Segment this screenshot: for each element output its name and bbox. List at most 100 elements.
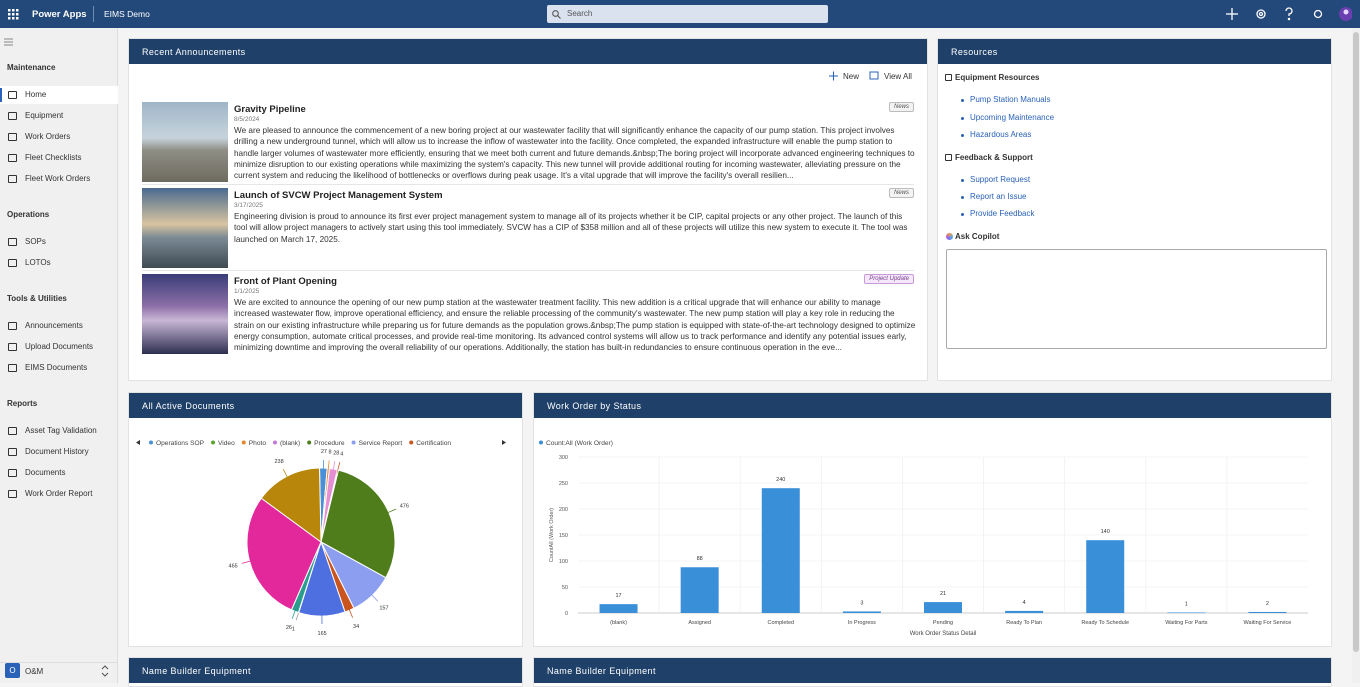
- nav-section-title: Operations: [7, 210, 49, 219]
- env-badge[interactable]: O: [5, 663, 20, 678]
- nav-selected: [0, 86, 118, 104]
- nav-icon: [8, 364, 17, 372]
- nav-section-title: Maintenance: [7, 63, 55, 72]
- announcement-date: 3/17/2025: [234, 202, 263, 209]
- nav-item[interactable]: Work Orders: [25, 132, 70, 141]
- announcement-text: Engineering division is proud to announc…: [234, 211, 916, 245]
- search-icon: [552, 10, 561, 19]
- help-icon[interactable]: [1286, 8, 1292, 16]
- menu-toggle[interactable]: [4, 38, 14, 46]
- nav-item[interactable]: Documents: [25, 468, 65, 477]
- bullet: [961, 117, 964, 120]
- search-placeholder: Search: [567, 9, 592, 18]
- nav-icon: [8, 448, 17, 456]
- nav-item[interactable]: EIMS Documents: [25, 363, 87, 372]
- panel-header: All Active Documents: [129, 393, 522, 418]
- nav-item[interactable]: Fleet Work Orders: [25, 174, 90, 183]
- action-view-all[interactable]: View All: [884, 72, 912, 81]
- resource-group-title: Equipment Resources: [955, 73, 1039, 82]
- bullet: [961, 196, 964, 199]
- new-icon: [829, 70, 837, 78]
- announcement-date: 1/1/2025: [234, 288, 259, 295]
- search-box[interactable]: Search: [547, 5, 828, 23]
- nav-icon: [8, 238, 17, 246]
- nav-icon: [8, 427, 17, 435]
- env-label[interactable]: O&M: [25, 667, 43, 676]
- documents-panel: All Active Documents: [128, 392, 523, 647]
- nav-item[interactable]: Asset Tag Validation: [25, 426, 97, 435]
- nav-item[interactable]: Announcements: [25, 321, 83, 330]
- nav-icon: [8, 133, 17, 141]
- nav-item[interactable]: Fleet Checklists: [25, 153, 81, 162]
- announcement-image[interactable]: [142, 102, 228, 182]
- announcement-tag: News: [889, 102, 914, 112]
- panel-header: Name Builder Equipment: [534, 658, 1331, 683]
- bullet: [961, 213, 964, 216]
- panel-header: Resources: [938, 39, 1331, 64]
- nav-selected-bar: [0, 88, 2, 102]
- group-icon: [945, 154, 952, 161]
- resource-link[interactable]: Support Request: [970, 175, 1030, 184]
- announcement-image[interactable]: [142, 188, 228, 268]
- bullet: [961, 99, 964, 102]
- announcement-title[interactable]: Gravity Pipeline: [234, 104, 306, 115]
- nav-icon: [8, 322, 17, 330]
- nav-item[interactable]: Home: [25, 90, 46, 99]
- nav-item[interactable]: Upload Documents: [25, 342, 93, 351]
- top-bar: Power Apps EIMS Demo Search: [0, 0, 1360, 28]
- app-launcher[interactable]: [8, 9, 19, 20]
- announcement-tag: News: [889, 188, 914, 198]
- env-switch[interactable]: [101, 665, 109, 677]
- announcement-text: We are pleased to announce the commencem…: [234, 125, 916, 181]
- separator: [142, 184, 914, 185]
- divider: [93, 6, 94, 22]
- separator: [142, 270, 914, 271]
- settings-icon[interactable]: [1257, 10, 1265, 18]
- resource-link[interactable]: Pump Station Manuals: [970, 95, 1051, 104]
- nav-item[interactable]: Equipment: [25, 111, 63, 120]
- resource-link[interactable]: Provide Feedback: [970, 209, 1034, 218]
- nav-icon: [8, 154, 17, 162]
- work-order-panel: Work Order by Status: [533, 392, 1332, 647]
- announcement-date: 8/5/2024: [234, 116, 259, 123]
- nav-item[interactable]: SOPs: [25, 237, 46, 246]
- nav-item[interactable]: Document History: [25, 447, 89, 456]
- scroll-thumb[interactable]: [1353, 32, 1359, 652]
- header-icons: [1222, 7, 1352, 23]
- announcement-text: We are excited to announce the opening o…: [234, 297, 916, 353]
- resource-link[interactable]: Report an Issue: [970, 192, 1026, 201]
- group-icon: [945, 74, 952, 81]
- app-name[interactable]: Power Apps: [32, 9, 87, 20]
- nav-icon: [8, 91, 17, 99]
- environment[interactable]: EIMS Demo: [104, 9, 150, 19]
- nav-item[interactable]: LOTOs: [25, 258, 51, 267]
- nav-item[interactable]: Work Order Report: [25, 489, 92, 498]
- scrollbar[interactable]: [1352, 28, 1360, 683]
- announcement-tag: Project Update: [864, 274, 914, 284]
- left-nav: O O&M: [0, 28, 118, 683]
- copilot-title: Ask Copilot: [955, 232, 999, 241]
- action-new[interactable]: New: [843, 72, 859, 81]
- feedback-icon[interactable]: [1315, 11, 1322, 18]
- nav-section-title: Reports: [7, 399, 37, 408]
- panel-header: Recent Announcements: [129, 39, 927, 64]
- copilot-input[interactable]: [946, 249, 1327, 349]
- bullet: [961, 179, 964, 182]
- nav-icon: [8, 490, 17, 498]
- announcement-title[interactable]: Front of Plant Opening: [234, 276, 337, 287]
- nav-icon: [8, 175, 17, 183]
- bullet: [961, 134, 964, 137]
- nav-icon: [8, 469, 17, 477]
- nav-icon: [8, 112, 17, 120]
- resource-group-title: Feedback & Support: [955, 153, 1033, 162]
- nav-section-title: Tools & Utilities: [7, 294, 67, 303]
- resource-link[interactable]: Hazardous Areas: [970, 130, 1031, 139]
- panel-header: Name Builder Equipment: [129, 658, 522, 683]
- announcement-image[interactable]: [142, 274, 228, 354]
- panel-header: Work Order by Status: [534, 393, 1331, 418]
- copilot-icon: [946, 233, 953, 240]
- resource-link[interactable]: Upcoming Maintenance: [970, 113, 1054, 122]
- announcement-title[interactable]: Launch of SVCW Project Management System: [234, 190, 443, 201]
- nav-icon: [8, 259, 17, 267]
